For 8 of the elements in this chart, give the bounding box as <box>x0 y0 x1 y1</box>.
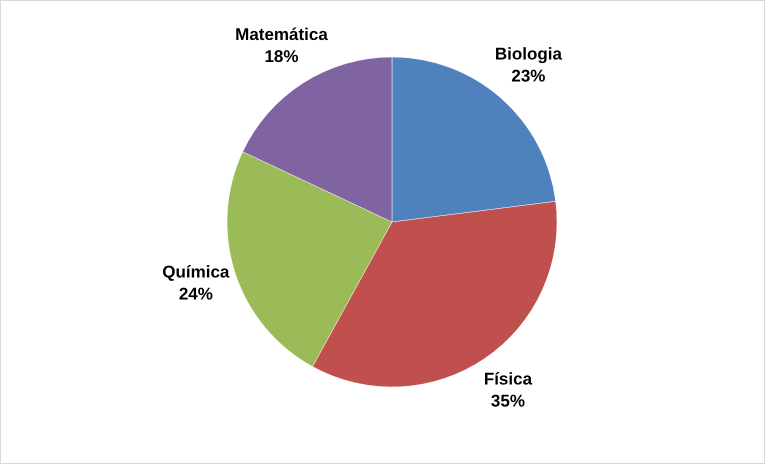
slice-label: Biologia <box>494 44 562 64</box>
slice-label: Física <box>484 370 533 389</box>
data-label: 35% <box>490 392 525 411</box>
data-label: 23% <box>511 66 546 86</box>
data-label: 24% <box>178 284 213 304</box>
slice-label: Química <box>162 262 230 282</box>
data-label: 18% <box>264 46 298 66</box>
slice-label: Matemática <box>235 24 328 44</box>
